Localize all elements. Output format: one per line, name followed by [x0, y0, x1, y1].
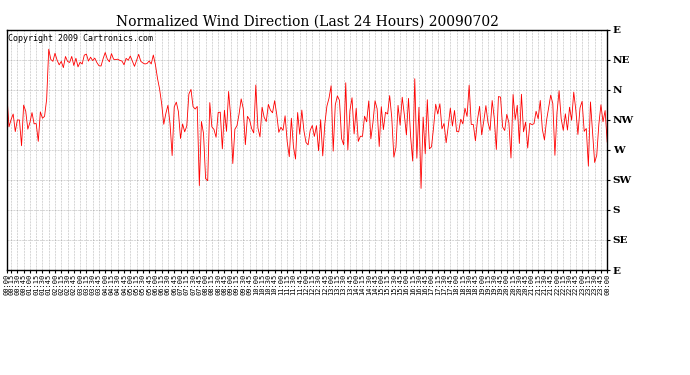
Title: Normalized Wind Direction (Last 24 Hours) 20090702: Normalized Wind Direction (Last 24 Hours… — [116, 15, 498, 29]
Text: Copyright 2009 Cartronics.com: Copyright 2009 Cartronics.com — [8, 34, 153, 43]
